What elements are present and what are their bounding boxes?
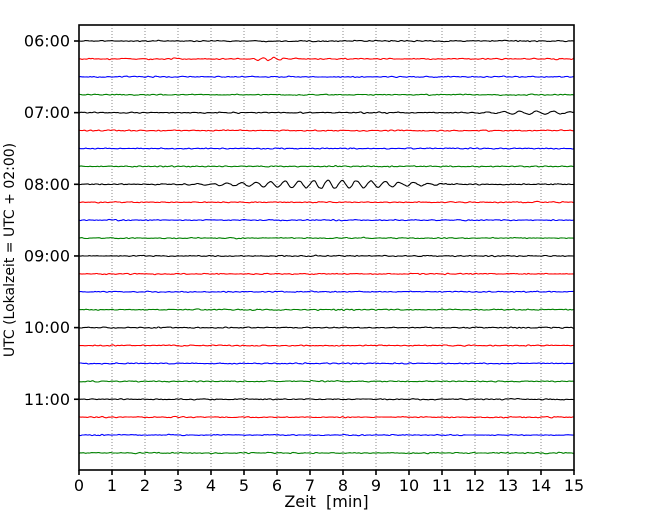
seismogram-trace-1130 <box>78 433 574 437</box>
seismogram-trace-0700 <box>78 110 575 115</box>
trace-layer <box>78 39 575 455</box>
grid-layer <box>111 25 542 470</box>
seismogram-trace-1100 <box>78 398 575 401</box>
seismogram-trace-1030 <box>78 362 574 365</box>
x-tick-label: 10 <box>399 476 419 495</box>
y-tick-label: 09:00 <box>24 246 70 265</box>
seismogram-trace-0845 <box>79 236 575 240</box>
seismogram-trace-0900 <box>78 254 575 258</box>
axis-layer: 0 1 2 3 4 5 6 7 8 9 10 11 12 13 14 1506:0007:0008:0009:… <box>24 24 584 495</box>
x-tick-label: 9 <box>371 476 381 495</box>
seismogram-trace-1000 <box>78 326 575 330</box>
y-tick-label: 07:00 <box>24 103 70 122</box>
x-tick-label: 14 <box>531 476 551 495</box>
x-tick-label: 4 <box>206 476 216 495</box>
seismogram-trace-1015 <box>78 344 575 347</box>
seismogram-trace-0815 <box>78 200 575 204</box>
seismogram-trace-1115 <box>78 415 575 419</box>
x-tick-label: 5 <box>239 476 249 495</box>
seismogram-trace-1145 <box>78 451 575 455</box>
y-tick-label: 06:00 <box>24 32 70 51</box>
y-tick-label: 10:00 <box>24 318 70 337</box>
x-tick-label: 13 <box>498 476 518 495</box>
x-tick-label: 0 <box>74 476 84 495</box>
x-tick-label: 12 <box>465 476 485 495</box>
seismogram-trace-0645 <box>78 93 575 96</box>
seismogram-trace-0800 <box>78 179 575 189</box>
x-tick-label: 3 <box>173 476 183 495</box>
seismogram-trace-0630 <box>78 75 575 78</box>
x-tick-label: 15 <box>564 476 584 495</box>
seismogram-trace-0730 <box>78 147 575 150</box>
plot-border <box>78 24 575 471</box>
seismogram-trace-0715 <box>78 129 575 132</box>
seismogram-trace-0745 <box>78 165 574 168</box>
x-tick-label: 8 <box>338 476 348 495</box>
x-axis-label: Zeit [min] <box>284 492 368 511</box>
seismogram-trace-0930 <box>79 290 575 293</box>
x-tick-label: 6 <box>272 476 282 495</box>
y-tick-label: 11:00 <box>24 390 70 409</box>
seismogram-trace-0945 <box>78 308 575 312</box>
x-tick-label: 11 <box>432 476 452 495</box>
seismogram-trace-0915 <box>79 272 575 276</box>
seismogram-trace-0615 <box>78 56 575 62</box>
x-tick-label: 7 <box>305 476 315 495</box>
y-axis-label: UTC (Lokalzeit = UTC + 02:00) <box>2 143 18 357</box>
y-tick-label: 08:00 <box>24 175 70 194</box>
seismogram-trace-1045 <box>78 379 575 383</box>
x-tick-label: 2 <box>140 476 150 495</box>
seismogram-trace-0600 <box>78 39 574 43</box>
seismogram-trace-0830 <box>78 218 575 222</box>
x-tick-label: 1 <box>107 476 117 495</box>
